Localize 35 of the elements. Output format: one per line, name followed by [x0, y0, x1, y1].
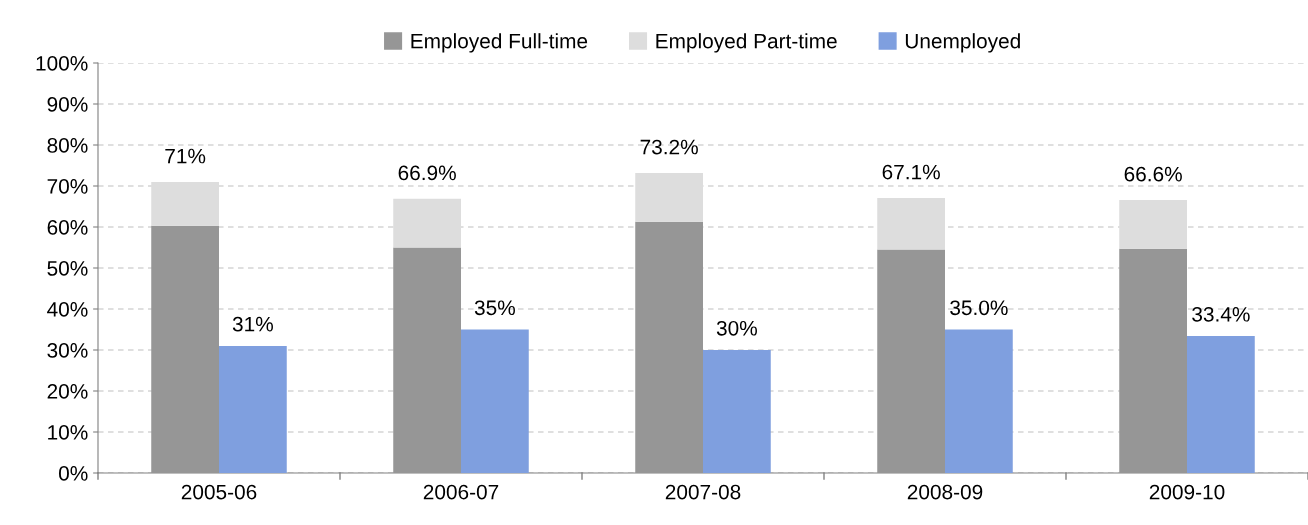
bar	[1119, 199, 1187, 249]
legend-label: Employed Full-time	[411, 33, 588, 53]
y-tick-label: 50%	[47, 261, 88, 276]
bar	[877, 197, 945, 250]
y-tick-label: 20%	[47, 384, 88, 399]
data-label: 35.0%	[950, 300, 1008, 316]
legend-label: Employed Part-time	[656, 33, 837, 53]
total-label: 71%	[165, 148, 206, 164]
total-label: 67.1%	[882, 164, 940, 180]
y-tick-label: 30%	[47, 343, 88, 358]
x-tick-label: 2009-10	[1149, 484, 1225, 500]
y-tick-label: 80%	[47, 138, 88, 153]
x-tick-label: 2007-08	[665, 484, 741, 500]
data-label: 35%	[474, 300, 515, 316]
x-tick-label: 2006-07	[423, 484, 499, 500]
bar	[635, 221, 703, 473]
bar	[151, 181, 219, 226]
y-tick-label: 70%	[47, 179, 88, 194]
bar	[635, 172, 703, 222]
total-label: 66.9%	[398, 165, 456, 181]
y-tick-label: 10%	[48, 425, 88, 440]
y-tick-label: 90%	[47, 97, 88, 112]
data-label: 33.4%	[1192, 306, 1250, 322]
total-label: 66.6%	[1124, 166, 1182, 182]
y-tick-label: 60%	[47, 220, 88, 235]
y-tick-label: 40%	[47, 302, 88, 317]
x-tick-label: 2005-06	[181, 484, 257, 500]
bar	[393, 198, 461, 248]
y-tick-label: 100%	[36, 56, 88, 71]
total-label: 73.2%	[640, 139, 698, 155]
data-label: 31%	[232, 316, 273, 332]
data-label: 30%	[716, 320, 757, 336]
y-tick-label: 0%	[58, 466, 88, 481]
x-tick-label: 2008-09	[907, 484, 983, 500]
legend-label: Unemployed	[905, 33, 1020, 53]
